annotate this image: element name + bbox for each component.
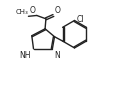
Text: O: O: [30, 6, 36, 15]
Text: O: O: [54, 6, 60, 15]
Text: Cl: Cl: [76, 15, 84, 24]
Text: NH: NH: [20, 51, 31, 60]
Text: N: N: [54, 51, 60, 60]
Text: CH₃: CH₃: [15, 9, 28, 15]
